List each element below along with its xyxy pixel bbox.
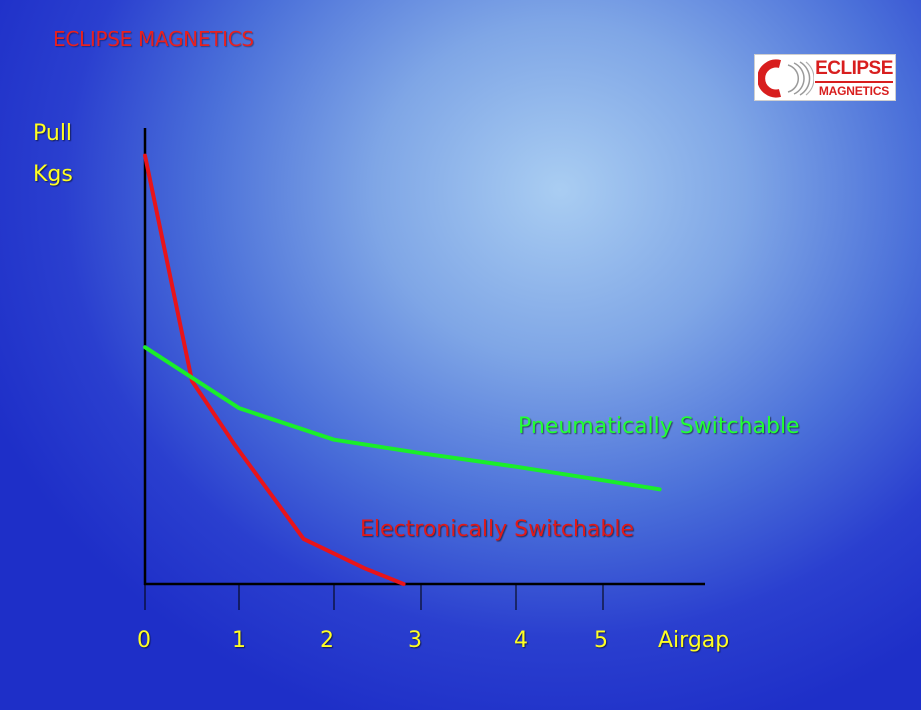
series-line-electronically-switchable [143, 153, 406, 586]
chart-series [143, 153, 662, 586]
x-axis-label-airgap: Airgap [658, 628, 729, 653]
x-axis-tick-labels: 0 1 2 3 4 5 [137, 628, 608, 653]
y-axis-label-kgs: Kgs [33, 162, 73, 187]
series-label-electronically-switchable: Electronically Switchable [360, 517, 634, 542]
x-tick-label-5: 5 [594, 628, 608, 653]
x-axis-ticks [144, 584, 604, 610]
x-tick-label-0: 0 [137, 628, 151, 653]
series-line-pneumatically-switchable [143, 345, 662, 492]
x-tick-label-1: 1 [232, 628, 246, 653]
page-header-title: ECLIPSE MAGNETICS [53, 27, 254, 51]
logo-word-magnetics: MAGNETICS [815, 81, 893, 98]
x-tick-label-3: 3 [408, 628, 422, 653]
chart-axes [143, 128, 705, 586]
logo-c-emblem-icon [758, 59, 814, 98]
logo-word-eclipse: ECLIPSE [815, 58, 893, 79]
series-label-pneumatically-switchable: Pneumatically Switchable [518, 414, 800, 439]
eclipse-magnetics-logo: ECLIPSE MAGNETICS [754, 54, 896, 101]
x-tick-label-2: 2 [320, 628, 334, 653]
x-tick-label-4: 4 [514, 628, 528, 653]
y-axis-label-pull: Pull [33, 121, 72, 146]
